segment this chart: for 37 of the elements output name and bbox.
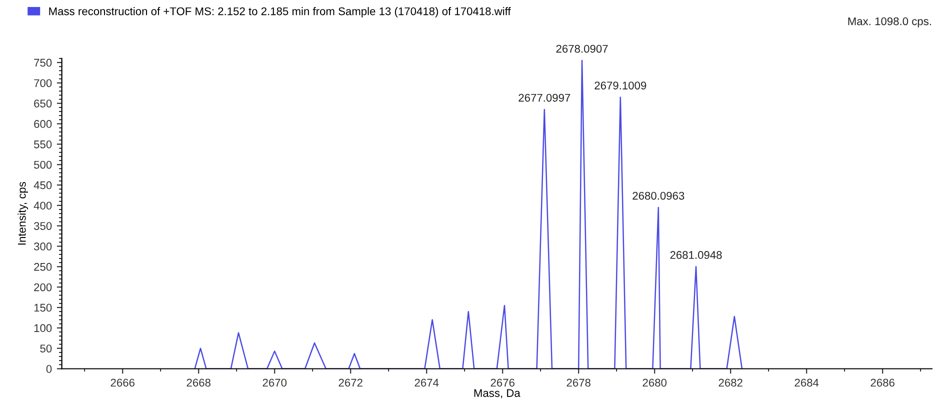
y-tick-label: 450 xyxy=(34,181,52,190)
x-tick-label: 2678 xyxy=(566,378,590,387)
y-tick-label: 750 xyxy=(34,58,52,67)
x-tick-label: 2682 xyxy=(718,378,742,387)
y-tick-label: 500 xyxy=(34,160,52,169)
y-tick-label: 250 xyxy=(34,262,52,271)
y-tick-label: 50 xyxy=(40,344,52,352)
x-tick-label: 2676 xyxy=(490,378,514,387)
line-series xyxy=(194,60,743,369)
x-tick-label: 2670 xyxy=(262,378,287,387)
annotation: 2680.0963 xyxy=(632,192,684,200)
x-tick-label: 2686 xyxy=(870,378,894,387)
y-tick-label: 600 xyxy=(34,120,52,128)
x-tick-label: 2668 xyxy=(186,378,210,387)
y-tick-label: 300 xyxy=(34,242,52,250)
annotation: 2681.0948 xyxy=(670,251,722,259)
x-tick-label: 2684 xyxy=(794,378,819,387)
annotation: 2677.0997 xyxy=(518,94,570,102)
x-axis-title: Mass, Da xyxy=(474,389,520,398)
legend-label: Mass reconstruction of +TOF MS: 2.152 to 2.185 min from Sample 13 (170418) of 170418.wiff xyxy=(49,7,511,18)
y-tick-label: 550 xyxy=(34,140,52,148)
y-tick-label: 400 xyxy=(34,202,52,210)
y-tick-label: 150 xyxy=(34,304,52,312)
y-tick-label: 350 xyxy=(34,222,52,230)
y-tick-label: 200 xyxy=(34,283,52,292)
y-axis-title: Intensity, cps xyxy=(18,182,28,245)
y-tick-label: 100 xyxy=(34,324,52,332)
y-tick-label: 0 xyxy=(46,365,52,373)
y-tick-label: 650 xyxy=(34,100,52,108)
x-tick-label: 2674 xyxy=(414,378,439,387)
x-tick-label: 2666 xyxy=(110,378,134,387)
x-tick-label: 2672 xyxy=(338,378,362,387)
text: Max. 1098.0 cps. xyxy=(848,17,931,28)
x-tick-label: 2680 xyxy=(642,378,667,387)
annotation: 2679.1009 xyxy=(594,82,646,90)
annotation: 2678.0907 xyxy=(556,44,608,53)
y-tick-label: 700 xyxy=(34,79,52,88)
